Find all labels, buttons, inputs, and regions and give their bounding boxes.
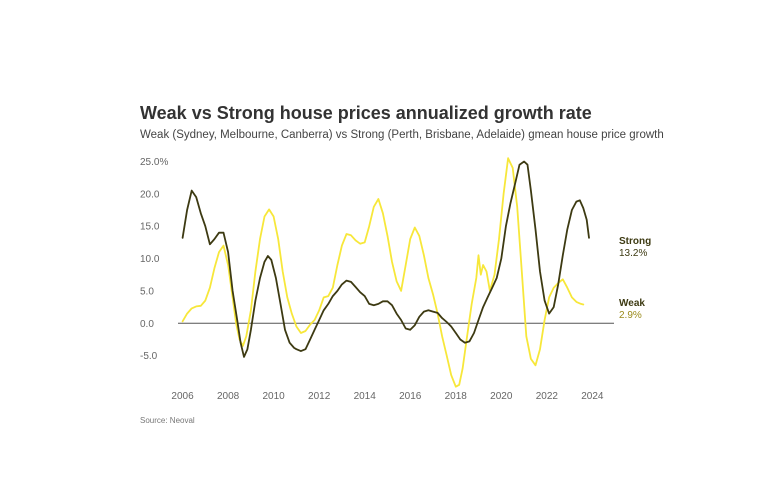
x-tick-label: 2024 [581, 391, 604, 402]
chart-subtitle: Weak (Sydney, Melbourne, Canberra) vs St… [140, 129, 664, 141]
y-tick-label: -5.0 [140, 351, 158, 362]
y-axis: 25.0% 20.0 15.0 10.0 5.0 0.0 -5.0 [140, 157, 168, 362]
series-value-weak: 2.9% [619, 310, 642, 321]
series-layer [181, 157, 590, 388]
x-tick-label: 2012 [308, 391, 331, 402]
series-label-strong: Strong [619, 236, 651, 247]
y-tick-label: 5.0 [140, 286, 154, 297]
series-label-weak: Weak [619, 298, 645, 309]
chart-title: Weak vs Strong house prices annualized g… [140, 103, 592, 123]
x-tick-label: 2022 [536, 391, 559, 402]
series-line-weak [181, 157, 585, 388]
y-tick-label: 0.0 [140, 319, 154, 330]
x-axis: 2006 2008 2010 2012 2014 2016 2018 2020 2022 2024 [171, 391, 604, 402]
y-tick-label: 20.0 [140, 189, 160, 200]
x-tick-label: 2016 [399, 391, 422, 402]
y-tick-label: 15.0 [140, 222, 160, 233]
series-line-strong [181, 160, 590, 358]
x-tick-label: 2014 [354, 391, 377, 402]
x-tick-label: 2018 [445, 391, 468, 402]
y-tick-label: 25.0% [140, 157, 168, 168]
x-tick-label: 2020 [490, 391, 513, 402]
x-tick-label: 2010 [262, 391, 285, 402]
source-note: Source: Neoval [140, 416, 195, 425]
y-tick-label: 10.0 [140, 254, 160, 265]
x-tick-label: 2006 [171, 391, 194, 402]
x-tick-label: 2008 [217, 391, 240, 402]
series-value-strong: 13.2% [619, 248, 647, 259]
